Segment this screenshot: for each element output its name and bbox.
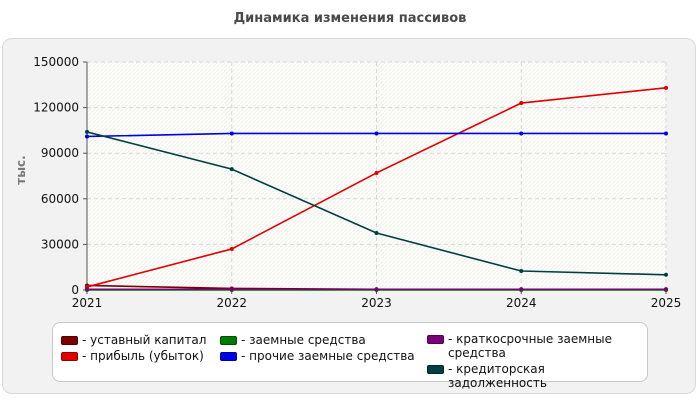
data-point — [374, 170, 379, 175]
y-tick-label: 120000 — [33, 101, 79, 115]
data-point — [374, 131, 379, 136]
x-tick-label: 2022 — [216, 296, 247, 310]
y-tick-label: 30000 — [41, 237, 79, 251]
legend-swatch — [427, 335, 444, 344]
data-point — [519, 287, 524, 292]
data-point — [85, 287, 89, 292]
x-tick-label: 2023 — [361, 296, 392, 310]
data-point — [664, 85, 668, 90]
data-point — [85, 129, 89, 134]
legend-item: - кредиторская задолженность — [427, 362, 647, 390]
y-tick-label: 0 — [71, 283, 79, 297]
chart-legend: - уставный капитал - прибыль (убыток) - за… — [52, 322, 648, 390]
y-tick-label: 90000 — [41, 146, 79, 160]
data-point — [85, 134, 89, 139]
y-axis-label: тыс. — [14, 155, 28, 185]
legend-label: - заемные средства — [241, 333, 366, 347]
y-tick-label: 60000 — [41, 192, 79, 206]
chart-title: Динамика изменения пассивов — [233, 11, 467, 26]
data-point — [374, 287, 379, 292]
data-point — [519, 101, 524, 106]
y-tick-label: 150000 — [33, 55, 79, 69]
legend-label: - кредиторская задолженность — [448, 362, 547, 390]
x-tick-label: 2025 — [651, 296, 682, 310]
legend-label: - уставный капитал — [82, 333, 207, 347]
legend-swatch — [427, 365, 444, 374]
data-point — [664, 287, 668, 292]
data-point — [664, 131, 668, 136]
legend-swatch — [220, 336, 237, 345]
data-point — [229, 246, 234, 251]
data-point — [229, 287, 234, 292]
legend-label: - прочие заемные средства — [241, 349, 415, 363]
legend-swatch — [61, 336, 78, 345]
legend-item: - заемные средства — [220, 333, 366, 347]
data-point — [519, 131, 524, 136]
legend-item: - краткосрочные заемные средства — [427, 332, 612, 360]
data-point — [664, 272, 668, 277]
data-point — [374, 231, 379, 235]
legend-item: - уставный капитал — [61, 333, 206, 347]
legend-label: - краткосрочные заемные средства — [448, 332, 612, 360]
legend-item: - прочие заемные средства — [220, 349, 415, 363]
data-point — [229, 167, 234, 172]
legend-label: - прибыль (убыток) — [82, 349, 204, 363]
legend-swatch — [61, 352, 78, 361]
x-tick-label: 2024 — [506, 296, 537, 310]
x-tick-label: 2021 — [72, 296, 103, 310]
data-point — [229, 131, 234, 136]
data-point — [519, 269, 524, 273]
legend-swatch — [220, 352, 237, 361]
legend-item: - прибыль (убыток) — [61, 349, 204, 363]
